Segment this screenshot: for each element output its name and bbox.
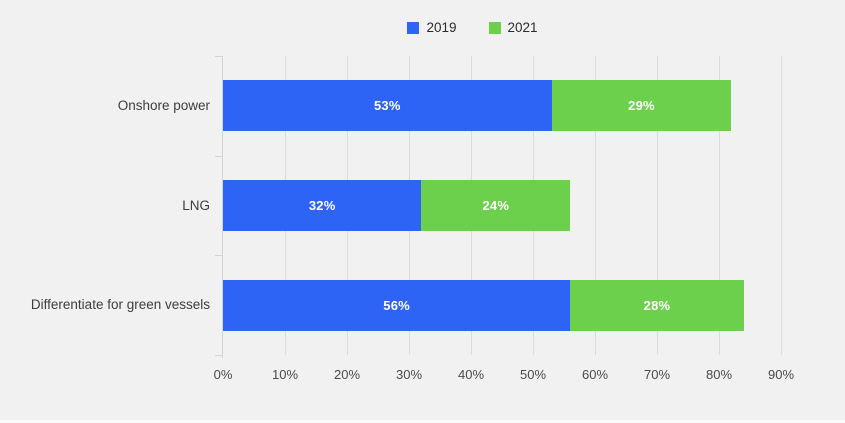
x-tick-label-50: 50%: [519, 367, 547, 382]
category-axis-tick: [215, 155, 222, 157]
x-tick-label-90: 90%: [767, 367, 795, 382]
gridline-70: [657, 56, 658, 355]
x-tick-label-0: 0%: [213, 367, 233, 382]
gridline-60: [595, 56, 596, 355]
bar-value-label: 56%: [383, 297, 410, 313]
x-tick-label-30: 30%: [395, 367, 423, 382]
legend-item-2021[interactable]: 2021: [488, 20, 538, 35]
category-axis-tick: [215, 355, 222, 356]
bar-value-label: 53%: [373, 98, 401, 114]
bar-segment-2021-1[interactable]: 29%: [551, 80, 732, 132]
bar-segment-2021-3[interactable]: 28%: [570, 279, 744, 331]
bar-segment-2019-1[interactable]: 53%: [223, 80, 552, 132]
bar-segment-2019-2[interactable]: 32%: [223, 180, 422, 231]
x-tick-label-60: 60%: [581, 367, 609, 382]
bar-value-label: 32%: [308, 198, 336, 213]
x-tick-label-70: 70%: [643, 367, 671, 382]
bar-segment-2021-2[interactable]: 24%: [421, 180, 571, 231]
x-tick-label-20: 20%: [333, 367, 361, 382]
legend-label: 2021: [507, 20, 538, 35]
category-label-1: Onshore power: [117, 97, 210, 113]
category-axis-line: [222, 56, 223, 358]
chart-bottom-edge: [0, 420, 845, 423]
bar-segment-2019-3[interactable]: 56%: [223, 279, 571, 331]
legend-item-2019[interactable]: 2019: [407, 20, 457, 35]
category-label-3: Differentiate for green vessels: [30, 297, 210, 313]
gridline-80: [719, 56, 720, 355]
x-tick-label-10: 10%: [271, 367, 299, 382]
x-tick-label-80: 80%: [705, 367, 733, 382]
legend-swatch-2019: [407, 21, 420, 34]
legend-swatch-2021: [488, 21, 501, 34]
legend: 2019 2021: [50, 20, 845, 35]
x-tick-label-40: 40%: [457, 367, 485, 382]
bar-value-label: 28%: [643, 297, 671, 313]
category-axis-tick: [215, 255, 222, 257]
legend-label: 2019: [426, 20, 457, 35]
bar-value-label: 24%: [482, 198, 510, 213]
gridline-90: [781, 56, 782, 355]
bar-value-label: 29%: [628, 98, 655, 114]
category-label-2: LNG: [182, 197, 210, 213]
category-axis-tick: [215, 56, 222, 57]
